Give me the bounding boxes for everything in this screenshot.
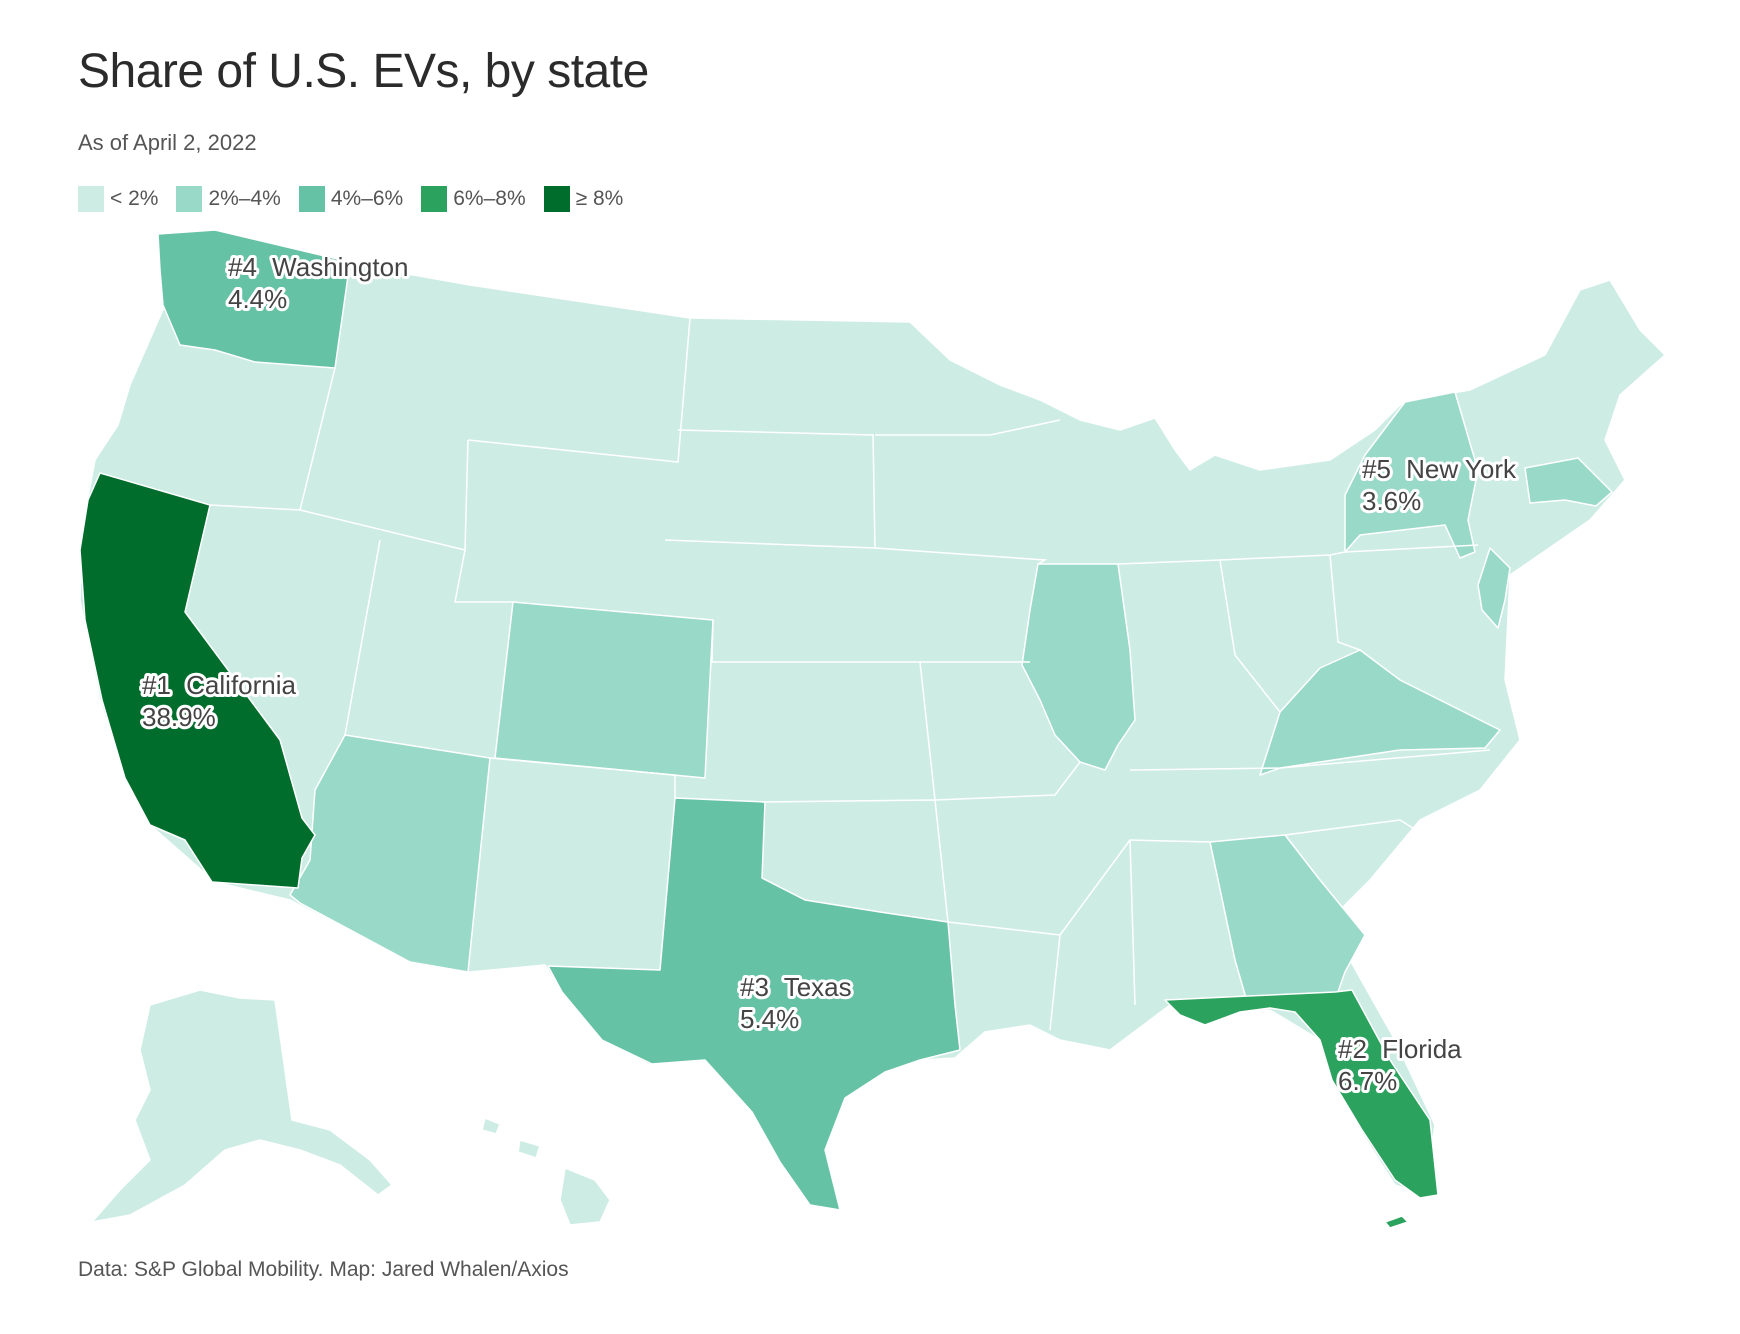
label-new-york: #5 New York 3.6% bbox=[1362, 454, 1523, 516]
virginia bbox=[1259, 649, 1501, 776]
florida-keys bbox=[1384, 1215, 1409, 1229]
label-california: #1 California 38.9% bbox=[142, 670, 303, 732]
georgia bbox=[1209, 834, 1366, 1006]
legend-item-gte8: ≥ 8% bbox=[543, 186, 624, 212]
legend-label: ≥ 8% bbox=[575, 187, 624, 210]
massachusetts bbox=[1524, 457, 1613, 507]
legend-label: 6%–8% bbox=[453, 187, 526, 210]
legend-swatch bbox=[298, 186, 325, 212]
legend-swatch bbox=[176, 186, 203, 212]
page-title: Share of U.S. EVs, by state bbox=[78, 45, 649, 98]
legend: < 2% 2%–4% 4%–6% 6%–8% ≥ 8% bbox=[78, 186, 623, 212]
label-washington: #4 Washington 4.4% bbox=[228, 252, 416, 314]
colorado bbox=[494, 601, 714, 779]
label-california-rank: #1 bbox=[142, 670, 171, 700]
label-california-name: California bbox=[186, 670, 296, 700]
texas bbox=[547, 797, 961, 1211]
legend-item-2to4: 2%–4% bbox=[176, 186, 281, 212]
label-new-york-value: 3.6% bbox=[1362, 486, 1421, 516]
hawaii-islet bbox=[481, 1117, 541, 1159]
florida bbox=[1164, 989, 1439, 1199]
source-note: Data: S&P Global Mobility. Map: Jared Wh… bbox=[78, 1258, 569, 1281]
label-washington-rank: #4 bbox=[228, 252, 257, 282]
label-texas-value: 5.4% bbox=[740, 1004, 799, 1034]
hawaii bbox=[559, 1167, 611, 1226]
label-new-york-name: New York bbox=[1406, 454, 1517, 484]
subtitle: As of April 2, 2022 bbox=[78, 130, 257, 155]
arizona bbox=[289, 734, 491, 973]
legend-item-6to8: 6%–8% bbox=[421, 186, 526, 212]
washington bbox=[157, 229, 351, 369]
legend-swatch bbox=[543, 186, 570, 212]
legend-swatch bbox=[78, 186, 104, 212]
label-florida-name: Florida bbox=[1382, 1034, 1462, 1064]
label-texas-rank: #3 bbox=[740, 972, 769, 1002]
legend-label: < 2% bbox=[110, 187, 159, 210]
new-jersey bbox=[1477, 547, 1511, 629]
legend-label: 4%–6% bbox=[330, 187, 404, 210]
label-washington-name: Washington bbox=[272, 252, 408, 282]
label-florida-rank: #2 bbox=[1338, 1034, 1367, 1064]
label-texas-name: Texas bbox=[784, 972, 852, 1002]
legend-swatch bbox=[421, 186, 448, 212]
label-new-york-rank: #5 bbox=[1362, 454, 1391, 484]
legend-item-lt2: < 2% bbox=[78, 186, 158, 212]
new-york bbox=[1344, 391, 1479, 559]
alaska bbox=[91, 989, 393, 1223]
legend-label: 2%–4% bbox=[208, 187, 281, 210]
california bbox=[79, 472, 316, 889]
state-borders bbox=[209, 317, 1491, 1031]
illinois bbox=[1021, 563, 1136, 771]
label-california-value: 38.9% bbox=[142, 702, 216, 732]
legend-item-4to6: 4%–6% bbox=[298, 186, 404, 212]
label-texas: #3 Texas 5.4% bbox=[740, 972, 859, 1034]
label-washington-value: 4.4% bbox=[228, 284, 287, 314]
label-florida: #2 Florida 6.7% bbox=[1338, 1034, 1469, 1096]
label-florida-value: 6.7% bbox=[1338, 1066, 1397, 1096]
